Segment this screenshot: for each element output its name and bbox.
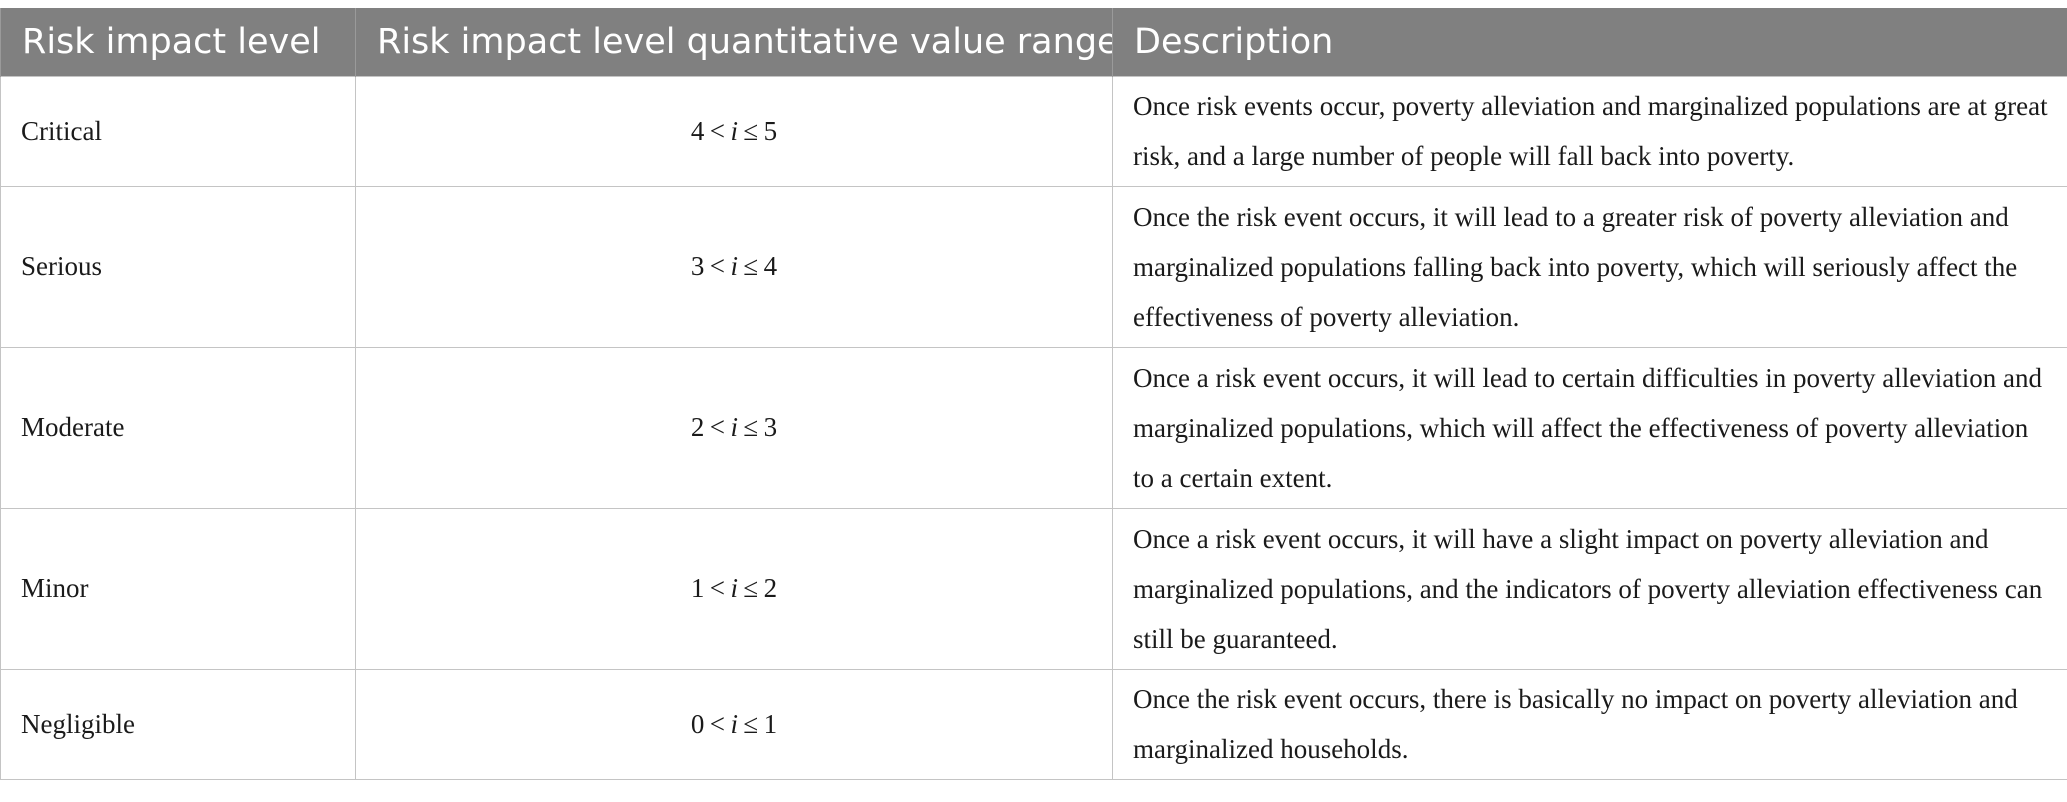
description-cell: Once the risk event occurs, there is bas… [1112, 668, 2067, 780]
description-cell: Once a risk event occurs, it will have a… [1112, 507, 2067, 670]
range-low: 2 [690, 412, 705, 442]
range-cell: 2 < i ≤ 3 [355, 346, 1113, 509]
range-variable: i [730, 573, 738, 603]
range-high: 2 [763, 573, 778, 603]
range-op-le: ≤ [743, 573, 759, 603]
range-variable: i [730, 115, 738, 146]
level-cell: Minor [0, 507, 356, 670]
range-high: 5 [763, 115, 778, 146]
risk-impact-table: Risk impact level Risk impact level quan… [0, 8, 2067, 780]
description-cell: Once the risk event occurs, it will lead… [1112, 185, 2067, 348]
range-cell: 0 < i ≤ 1 [355, 668, 1113, 780]
range-high: 3 [763, 412, 778, 442]
range-op-le: ≤ [743, 708, 759, 739]
table-header: Risk impact level Risk impact level quan… [0, 8, 2067, 76]
range-high: 1 [763, 708, 778, 739]
range-variable: i [730, 251, 738, 281]
range-op-le: ≤ [743, 115, 759, 146]
header-row: Risk impact level Risk impact level quan… [0, 8, 2067, 76]
range-cell: 4 < i ≤ 5 [355, 75, 1113, 187]
range-low: 4 [690, 115, 705, 146]
range-cell: 1 < i ≤ 2 [355, 507, 1113, 670]
range-op-le: ≤ [743, 412, 759, 442]
range-op-le: ≤ [743, 251, 759, 281]
range-cell: 3 < i ≤ 4 [355, 185, 1113, 348]
table-row: Serious 3 < i ≤ 4 Once the risk event oc… [0, 185, 2067, 348]
level-cell: Negligible [0, 668, 356, 780]
range-variable: i [730, 412, 738, 442]
range-low: 3 [690, 251, 705, 281]
table-row: Minor 1 < i ≤ 2 Once a risk event occurs… [0, 507, 2067, 670]
range-op-lt: < [709, 412, 726, 442]
range-op-lt: < [709, 115, 726, 146]
description-cell: Once a risk event occurs, it will lead t… [1112, 346, 2067, 509]
table-row: Moderate 2 < i ≤ 3 Once a risk event occ… [0, 346, 2067, 509]
range-op-lt: < [709, 251, 726, 281]
header-risk-impact-level: Risk impact level [0, 8, 356, 76]
table-body: Critical 4 < i ≤ 5 Once risk events occu… [0, 75, 2067, 780]
level-cell: Critical [0, 75, 356, 187]
description-cell: Once risk events occur, poverty alleviat… [1112, 75, 2067, 187]
risk-impact-table-container: Risk impact level Risk impact level quan… [0, 8, 2067, 780]
range-variable: i [730, 708, 738, 739]
range-op-lt: < [709, 573, 726, 603]
level-cell: Serious [0, 185, 356, 348]
header-value-range: Risk impact level quantitative value ran… [355, 8, 1113, 76]
header-description: Description [1112, 8, 2067, 76]
table-row: Critical 4 < i ≤ 5 Once risk events occu… [0, 75, 2067, 187]
range-op-lt: < [709, 708, 726, 739]
level-cell: Moderate [0, 346, 356, 509]
range-high: 4 [763, 251, 778, 281]
table-row: Negligible 0 < i ≤ 1 Once the risk event… [0, 668, 2067, 780]
range-low: 1 [690, 573, 705, 603]
range-low: 0 [690, 708, 705, 739]
